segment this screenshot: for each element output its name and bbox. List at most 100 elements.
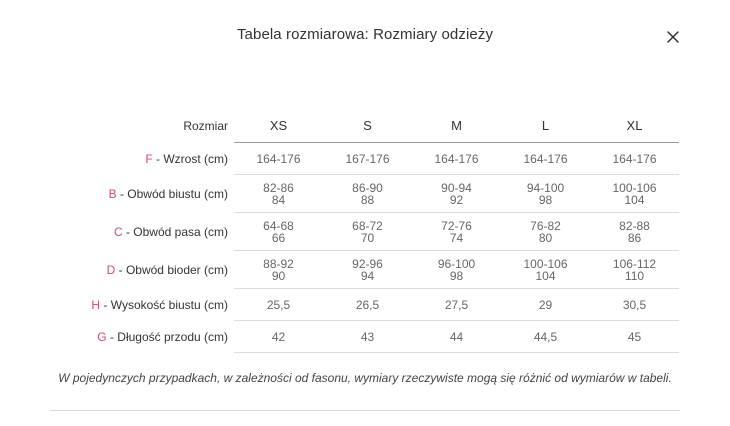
value-range: 45 (627, 329, 642, 344)
size-value-cell: 27,5 (412, 288, 501, 321)
value-nominal: 98 (449, 268, 464, 283)
value-range: 96-100 (437, 256, 476, 271)
measurement-name: - Obwód biustu (cm) (116, 186, 228, 201)
value-nominal: 70 (360, 230, 375, 245)
table-row: D - Obwód bioder (cm) 88-92 90 92-96 94 96-10… (50, 250, 679, 289)
size-table: Rozmiar XS S M L XL F - Wzrost (cm) 164-1… (50, 110, 679, 353)
value-range: 82-86 (263, 180, 294, 195)
value-nominal: 90 (271, 268, 286, 283)
size-value-cell: 82-86 84 (234, 174, 323, 213)
size-value-cell: 30,5 (590, 288, 679, 321)
measurement-name: - Długość przodu (cm) (106, 329, 228, 344)
close-icon (667, 31, 679, 43)
value-range: 100-106 (612, 180, 657, 195)
value-range: 164-176 (612, 151, 657, 166)
size-value-cell: 82-88 86 (590, 212, 679, 251)
value-range: 68-72 (352, 218, 383, 233)
value-range: 30,5 (622, 297, 647, 312)
size-value-cell: 86-90 88 (323, 174, 412, 213)
size-value-cell: 72-76 74 (412, 212, 501, 251)
size-value-cell: 25,5 (234, 288, 323, 321)
size-value-cell: 44,5 (501, 320, 590, 353)
measurement-letter: H (91, 297, 101, 312)
value-range: 26,5 (355, 297, 380, 312)
value-range: 164-176 (434, 151, 479, 166)
size-value-cell: 92-96 94 (323, 250, 412, 289)
size-value-cell: 100-106 104 (590, 174, 679, 213)
table-row: B - Obwód biustu (cm) 82-86 84 86-90 88 90-94… (50, 174, 679, 213)
value-range: 25,5 (266, 297, 291, 312)
size-value-cell: 43 (323, 320, 412, 353)
size-value-cell: 42 (234, 320, 323, 353)
size-header-xs: XS (234, 110, 323, 143)
measurement-label: H - Wysokość biustu (cm) (50, 289, 234, 321)
value-nominal: 66 (271, 230, 286, 245)
value-range: 42 (271, 329, 286, 344)
size-value-cell: 29 (501, 288, 590, 321)
value-range: 88-92 (263, 256, 294, 271)
value-range: 164-176 (256, 151, 301, 166)
measurement-label: G - Długość przodu (cm) (50, 321, 234, 353)
value-nominal: 88 (360, 192, 375, 207)
measurement-label: F - Wzrost (cm) (50, 143, 234, 175)
measurement-name: - Wzrost (cm) (152, 151, 228, 166)
size-value-cell: 164-176 (501, 142, 590, 175)
modal-title: Tabela rozmiarowa: Rozmiary odzieży (236, 26, 494, 43)
value-range: 167-176 (345, 151, 390, 166)
measurement-label: C - Obwód pasa (cm) (50, 213, 234, 251)
value-range: 82-88 (619, 218, 650, 233)
size-value-cell: 26,5 (323, 288, 412, 321)
size-value-cell: 164-176 (234, 142, 323, 175)
size-value-cell: 64-68 66 (234, 212, 323, 251)
measurement-name: - Obwód pasa (cm) (122, 224, 228, 239)
value-range: 100-106 (523, 256, 568, 271)
size-value-cell: 68-72 70 (323, 212, 412, 251)
value-nominal: 104 (535, 268, 556, 283)
table-header-row: Rozmiar XS S M L XL (50, 110, 679, 143)
value-range: 44,5 (533, 329, 558, 344)
table-row: F - Wzrost (cm) 164-176 167-176 164-176 164-… (50, 142, 679, 175)
value-nominal: 80 (538, 230, 553, 245)
size-value-cell: 45 (590, 320, 679, 353)
value-range: 29 (538, 297, 553, 312)
value-nominal: 74 (449, 230, 464, 245)
value-nominal: 110 (624, 268, 645, 283)
measurement-letter: F (145, 151, 153, 166)
measurement-name: - Obwód bioder (cm) (115, 262, 228, 277)
measurement-label: B - Obwód biustu (cm) (50, 175, 234, 213)
value-range: 106-112 (612, 256, 657, 271)
value-nominal: 94 (360, 268, 375, 283)
value-range: 86-90 (352, 180, 383, 195)
measurement-name: - Wysokość biustu (cm) (100, 297, 228, 312)
size-value-cell: 96-100 98 (412, 250, 501, 289)
size-value-cell: 164-176 (412, 142, 501, 175)
size-value-cell: 100-106 104 (501, 250, 590, 289)
size-value-cell: 44 (412, 320, 501, 353)
size-header-m: M (412, 110, 501, 143)
value-nominal: 84 (271, 192, 286, 207)
value-range: 90-94 (441, 180, 472, 195)
table-row: G - Długość przodu (cm) 42 43 44 44,5 45 (50, 320, 679, 353)
value-range: 72-76 (441, 218, 472, 233)
value-range: 27,5 (444, 297, 469, 312)
measurement-letter: G (97, 329, 107, 344)
value-range: 43 (360, 329, 375, 344)
value-nominal: 86 (627, 230, 642, 245)
size-value-cell: 167-176 (323, 142, 412, 175)
header-label: Rozmiar (183, 119, 228, 134)
close-button[interactable] (664, 28, 682, 46)
table-row: C - Obwód pasa (cm) 64-68 66 68-72 70 72-76 74… (50, 212, 679, 251)
value-range: 44 (449, 329, 464, 344)
size-value-cell: 164-176 (590, 142, 679, 175)
size-value-cell: 94-100 98 (501, 174, 590, 213)
size-value-cell: 90-94 92 (412, 174, 501, 213)
value-nominal: 92 (449, 192, 464, 207)
measurement-letter: B (108, 186, 117, 201)
size-header-s: S (323, 110, 412, 143)
value-range: 76-82 (530, 218, 561, 233)
size-header-xl: XL (590, 110, 679, 143)
disclaimer-note: W pojedynczych przypadkach, w zależności… (58, 371, 672, 385)
value-range: 164-176 (523, 151, 568, 166)
size-value-cell: 88-92 90 (234, 250, 323, 289)
